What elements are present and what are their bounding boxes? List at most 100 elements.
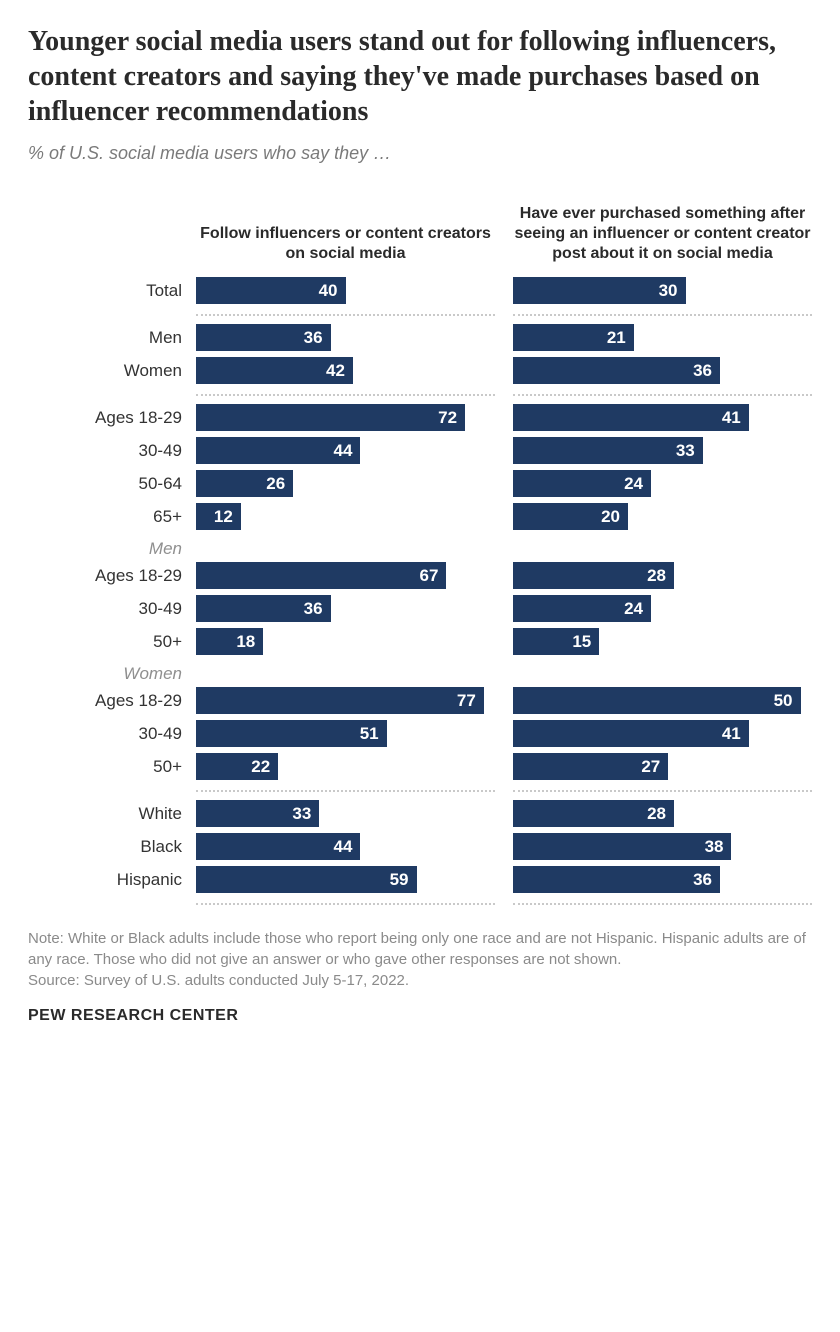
bar-row: 22 (196, 750, 495, 783)
bar-track: 44 (196, 437, 495, 464)
group-separator (196, 896, 495, 910)
bar-value: 28 (647, 566, 666, 586)
bar: 33 (196, 800, 319, 827)
label-row: 30-49 (28, 592, 188, 625)
bar-track: 24 (513, 470, 812, 497)
bar-track: 36 (513, 866, 812, 893)
bar: 20 (513, 503, 628, 530)
bar-row: 15 (513, 625, 812, 658)
group-separator (196, 307, 495, 321)
bar-track: 77 (196, 687, 495, 714)
bar-row: 21 (513, 321, 812, 354)
bar-track: 15 (513, 628, 812, 655)
bar-value: 41 (722, 408, 741, 428)
bar-track: 41 (513, 720, 812, 747)
bar-value: 28 (647, 804, 666, 824)
row-label: Ages 18-29 (28, 691, 188, 711)
bar: 24 (513, 595, 651, 622)
row-label: 50+ (28, 757, 188, 777)
bar-row: 28 (513, 797, 812, 830)
bar-value: 18 (236, 632, 255, 652)
group-subhead: Men (28, 539, 188, 559)
bar-value: 15 (572, 632, 591, 652)
bar-row: 40 (196, 274, 495, 307)
bar-value: 26 (266, 474, 285, 494)
bar-track: 36 (196, 595, 495, 622)
bar: 28 (513, 800, 674, 827)
bar-value: 21 (607, 328, 626, 348)
bar: 51 (196, 720, 387, 747)
bar: 15 (513, 628, 599, 655)
bar-track: 44 (196, 833, 495, 860)
bar-track: 50 (513, 687, 812, 714)
bar-value: 59 (390, 870, 409, 890)
bar-value: 77 (457, 691, 476, 711)
bar: 59 (196, 866, 417, 893)
bar-track: 26 (196, 470, 495, 497)
group-separator (196, 387, 495, 401)
bar: 77 (196, 687, 484, 714)
bar-value: 33 (292, 804, 311, 824)
group-subhead: Women (28, 664, 188, 684)
bar-value: 36 (304, 328, 323, 348)
group-subhead-row (513, 658, 812, 684)
bar-row: 50 (513, 684, 812, 717)
bar-row: 44 (196, 434, 495, 467)
bar-track: 12 (196, 503, 495, 530)
bar-track: 24 (513, 595, 812, 622)
bar-value: 30 (659, 281, 678, 301)
bar: 36 (196, 595, 331, 622)
bar-value: 20 (601, 507, 620, 527)
bar-row: 44 (196, 830, 495, 863)
row-label: 30-49 (28, 599, 188, 619)
bar-value: 67 (419, 566, 438, 586)
label-row: Total (28, 274, 188, 307)
row-label: Hispanic (28, 870, 188, 890)
bar-value: 72 (438, 408, 457, 428)
bar: 40 (196, 277, 346, 304)
bar: 27 (513, 753, 668, 780)
bar: 44 (196, 437, 360, 464)
chart-source: Source: Survey of U.S. adults conducted … (28, 972, 812, 989)
bar: 30 (513, 277, 686, 304)
label-row: 50+ (28, 750, 188, 783)
bar: 22 (196, 753, 278, 780)
bar-track: 67 (196, 562, 495, 589)
bar-value: 41 (722, 724, 741, 744)
row-label: Ages 18-29 (28, 408, 188, 428)
group-separator (513, 307, 812, 321)
group-separator (513, 896, 812, 910)
label-column-header-spacer (28, 186, 188, 274)
bar-value: 40 (319, 281, 338, 301)
bar-row: 36 (196, 592, 495, 625)
bar-row: 18 (196, 625, 495, 658)
bar-row: 27 (513, 750, 812, 783)
bar-value: 22 (251, 757, 270, 777)
group-subhead-row (196, 658, 495, 684)
bar-track: 51 (196, 720, 495, 747)
bar-value: 33 (676, 441, 695, 461)
group-subhead-row (513, 533, 812, 559)
bar-track: 33 (196, 800, 495, 827)
bar-row: 41 (513, 717, 812, 750)
label-row: Men (28, 321, 188, 354)
bar: 38 (513, 833, 731, 860)
chart-note: Note: White or Black adults include thos… (28, 928, 812, 970)
bar-track: 27 (513, 753, 812, 780)
bar-row: 26 (196, 467, 495, 500)
label-row: Ages 18-29 (28, 559, 188, 592)
bar-value: 12 (214, 507, 233, 527)
bar-row: 42 (196, 354, 495, 387)
group-subhead-row (196, 533, 495, 559)
bar-track: 18 (196, 628, 495, 655)
bar: 67 (196, 562, 446, 589)
bar-track: 59 (196, 866, 495, 893)
label-column: TotalMenWomenAges 18-2930-4950-6465+MenA… (28, 186, 188, 910)
label-row: Women (28, 354, 188, 387)
group-separator (513, 783, 812, 797)
bar-track: 38 (513, 833, 812, 860)
bar-track: 21 (513, 324, 812, 351)
group-separator (513, 387, 812, 401)
bar-track: 42 (196, 357, 495, 384)
bar-track: 33 (513, 437, 812, 464)
